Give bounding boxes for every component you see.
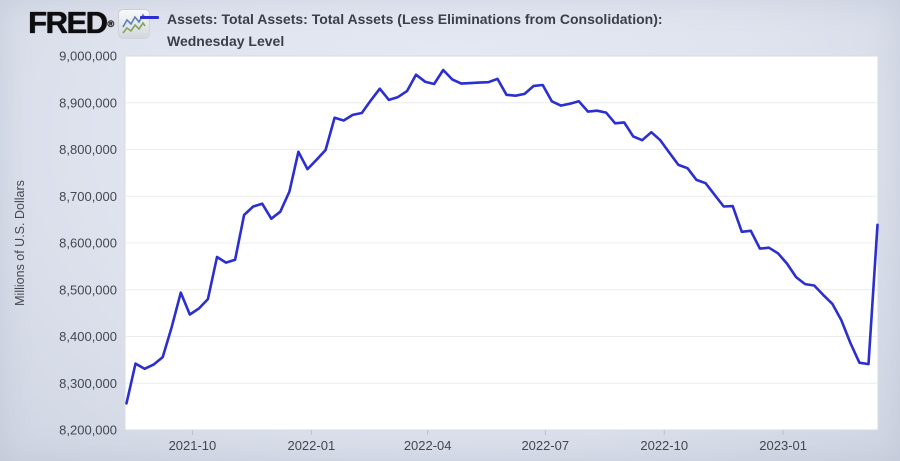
x-axis-tick-label: 2023-01 bbox=[759, 438, 807, 453]
series-title-line2: Wednesday Level bbox=[167, 33, 285, 49]
fred-logo[interactable]: FRED® bbox=[28, 5, 150, 41]
y-axis-title: Millions of U.S. Dollars bbox=[13, 180, 27, 306]
chart-legend: Assets: Total Assets: Total Assets (Less… bbox=[140, 8, 885, 52]
mini-line-chart-icon bbox=[119, 9, 150, 38]
x-axis-tick-label: 2022-01 bbox=[287, 438, 335, 453]
series-legend-line bbox=[140, 16, 159, 19]
registered-trademark: ® bbox=[107, 19, 115, 29]
y-axis-tick-label: 8,900,000 bbox=[59, 95, 117, 110]
y-axis-tick-label: 8,500,000 bbox=[59, 282, 117, 297]
x-axis-tick-label: 2021-10 bbox=[169, 438, 217, 453]
data-line bbox=[125, 68, 879, 405]
y-axis-tick-label: 8,800,000 bbox=[59, 142, 117, 157]
x-axis-tick-label: 2022-07 bbox=[521, 438, 569, 453]
y-axis-tick-label: 8,600,000 bbox=[59, 236, 117, 251]
y-axis-tick-label: 8,300,000 bbox=[59, 376, 117, 391]
fred-logo-text: FRED® bbox=[28, 5, 115, 40]
y-axis-tick-label: 8,200,000 bbox=[59, 423, 117, 438]
series-title[interactable]: Assets: Total Assets: Total Assets (Less… bbox=[167, 8, 663, 52]
x-axis-tick-label: 2022-04 bbox=[404, 438, 452, 453]
x-axis-tick-label: 2022-10 bbox=[640, 438, 688, 453]
y-axis-tick-label: 8,700,000 bbox=[59, 189, 117, 204]
series-title-line1: Assets: Total Assets: Total Assets (Less… bbox=[167, 11, 663, 27]
y-axis-tick-label: 8,400,000 bbox=[59, 329, 117, 344]
y-axis-tick-label: 9,000,000 bbox=[59, 49, 117, 64]
